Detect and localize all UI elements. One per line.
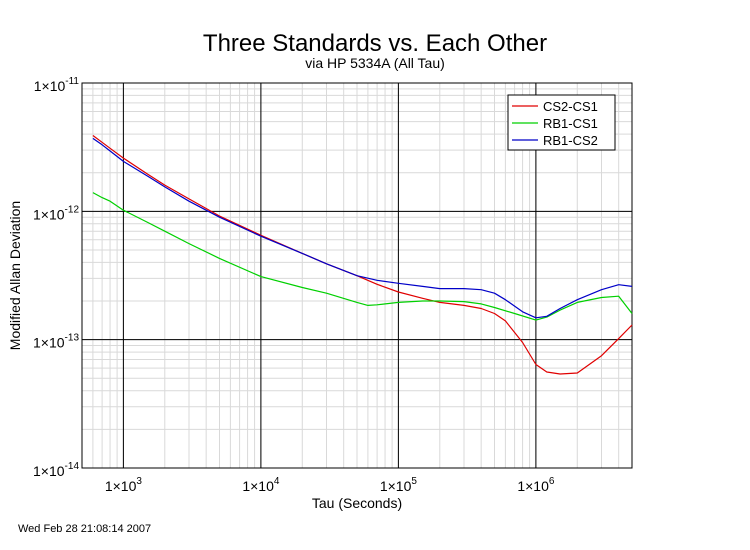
y-tick-label: 1×10-11 (34, 76, 80, 94)
x-tick-label: 1×104 (242, 476, 280, 494)
series-line-rb1-cs1 (92, 192, 633, 321)
x-tick-label: 1×106 (517, 476, 555, 494)
y-tick-label: 1×10-14 (33, 461, 79, 479)
y-axis-tick-labels: 1×10-14 1×10-13 1×10-12 1×10-11 (33, 76, 79, 479)
legend: CS2-CS1 RB1-CS1 RB1-CS2 (507, 94, 616, 151)
legend-label: RB1-CS2 (543, 133, 598, 148)
series-line-cs2-cs1 (92, 135, 633, 375)
plot-frame (81, 82, 633, 469)
x-axis-label: Tau (Seconds) (312, 495, 402, 511)
legend-label: RB1-CS1 (543, 116, 598, 131)
x-tick-label: 1×103 (105, 476, 143, 494)
chart-subtitle: via HP 5334A (All Tau) (305, 55, 445, 71)
x-tick-label: 1×105 (380, 476, 418, 494)
x-axis-tick-labels: 1×103 1×104 1×105 1×106 (105, 476, 555, 494)
timestamp: Wed Feb 28 21:08:14 2007 (18, 523, 152, 535)
legend-label: CS2-CS1 (543, 99, 598, 114)
y-axis-label: Modified Allan Deviation (7, 201, 23, 350)
y-tick-label: 1×10-13 (33, 333, 79, 351)
series-lines (92, 135, 633, 375)
series-line-rb1-cs2 (92, 137, 633, 319)
chart-title: Three Standards vs. Each Other (202, 30, 548, 57)
y-tick-label: 1×10-12 (33, 204, 79, 222)
